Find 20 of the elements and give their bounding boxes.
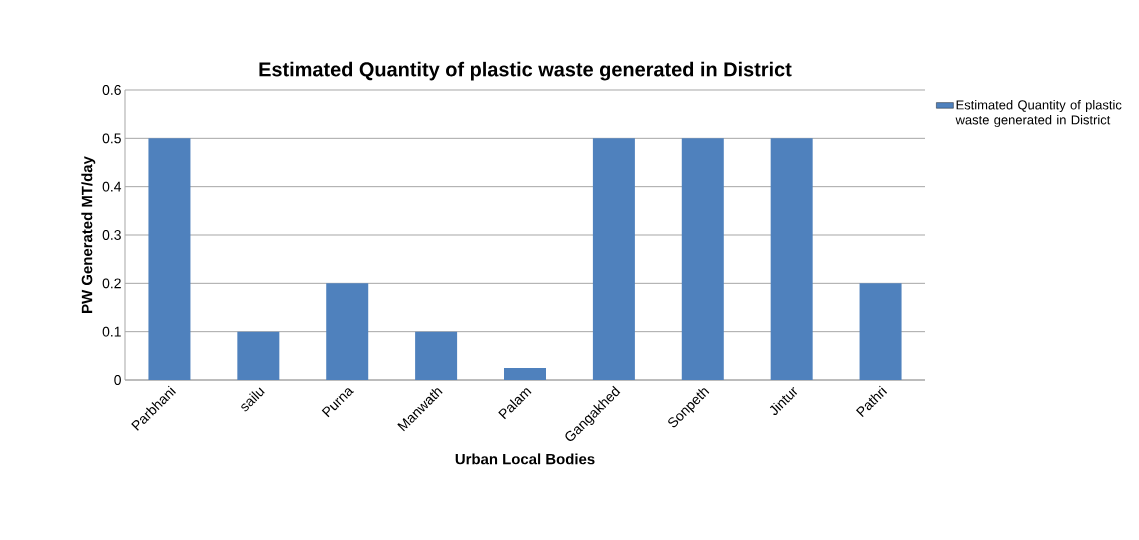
bar: [148, 138, 191, 380]
legend-label: Estimated Quantity of plastic waste generated in District: [955, 99, 1122, 127]
y-axis-title: PW Generated MT/day: [81, 156, 96, 313]
x-axis-title: Urban Local Bodies: [455, 453, 595, 465]
y-tick-label: 0: [114, 375, 121, 385]
bar: [504, 367, 546, 380]
bar: [415, 331, 458, 380]
y-tick-label: 0.3: [102, 230, 121, 240]
bar: [326, 283, 369, 380]
bar: [859, 283, 902, 380]
bar: [592, 138, 635, 380]
bar: [770, 138, 813, 380]
bar: [681, 138, 724, 380]
y-tick-label: 0.4: [102, 181, 122, 192]
chart-title: Estimated Quantity of plastic waste generated in District: [259, 61, 792, 81]
y-tick-label: 0.2: [102, 278, 121, 289]
bar: [237, 331, 280, 380]
y-tick-label: 0.6: [102, 85, 121, 95]
y-tick-label: 0.1: [102, 326, 121, 337]
y-tick-label: 0.5: [102, 133, 121, 144]
